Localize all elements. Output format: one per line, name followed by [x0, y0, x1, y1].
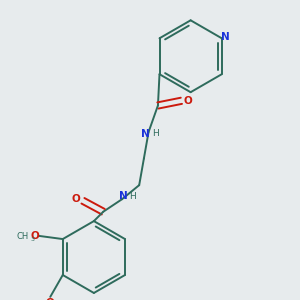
- Text: O: O: [31, 231, 40, 241]
- Text: N: N: [141, 129, 150, 139]
- Text: N: N: [119, 191, 128, 201]
- Text: CH: CH: [16, 232, 28, 242]
- Text: O: O: [72, 194, 80, 204]
- Text: O: O: [46, 298, 55, 300]
- Text: H: H: [152, 129, 159, 138]
- Text: O: O: [184, 96, 193, 106]
- Text: H: H: [130, 192, 136, 201]
- Text: N: N: [221, 32, 230, 42]
- Text: 3: 3: [30, 237, 34, 242]
